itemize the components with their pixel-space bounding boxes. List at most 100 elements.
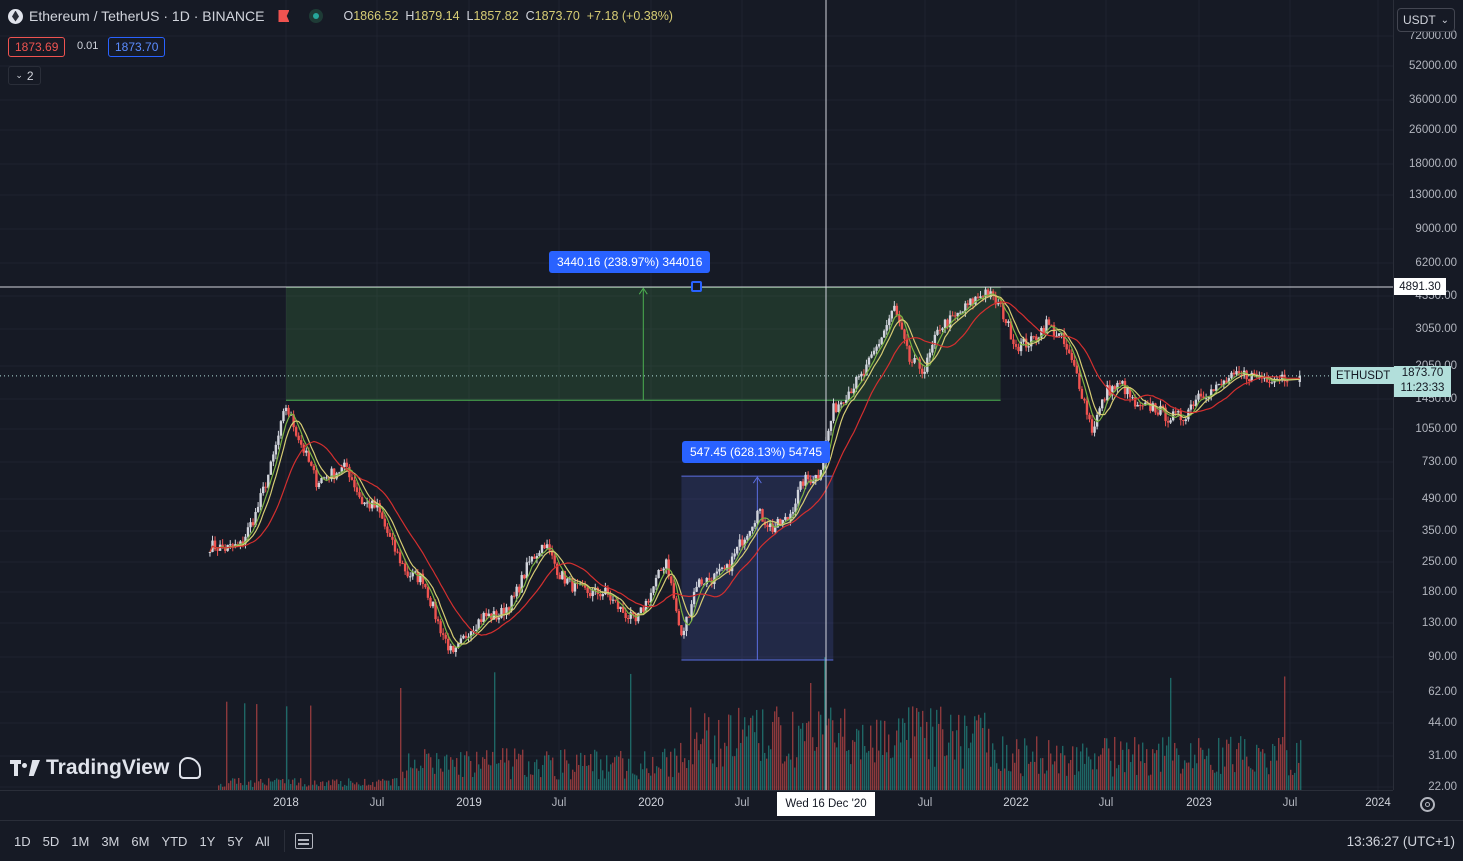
symbol-title[interactable]: Ethereum / TetherUS · 1D · BINANCE xyxy=(29,8,265,24)
candle-body xyxy=(386,526,389,533)
timeframe-5y-button[interactable]: 5Y xyxy=(227,833,244,849)
candle-body xyxy=(748,530,752,536)
volume-bar xyxy=(838,733,840,790)
volume-bar xyxy=(1138,744,1140,790)
volume-bar xyxy=(320,781,322,790)
volume-bar xyxy=(556,779,558,790)
candle-body xyxy=(284,407,288,412)
volume-bar xyxy=(1002,736,1004,790)
candle-body xyxy=(1085,400,1089,415)
candle-body xyxy=(279,421,283,436)
volume-bar xyxy=(696,732,698,790)
volume-bar xyxy=(646,768,648,790)
volume-bar xyxy=(300,778,302,790)
volume-bar xyxy=(1146,749,1148,790)
clock-timezone[interactable]: 13:36:27 (UTC+1) xyxy=(1346,833,1455,849)
price-chart[interactable] xyxy=(0,0,1393,790)
candle-body xyxy=(1230,372,1233,379)
volume-bar xyxy=(820,714,822,790)
volume-bar xyxy=(732,756,734,790)
candle-body xyxy=(424,584,427,588)
volume-bar xyxy=(982,728,984,790)
timeframe-1y-button[interactable]: 1Y xyxy=(199,833,216,849)
candle-body xyxy=(1012,339,1015,345)
candle-body xyxy=(700,579,703,585)
ask-price-button[interactable]: 1873.70 xyxy=(108,37,166,57)
volume-bar xyxy=(446,754,448,790)
bid-price-button[interactable]: 1873.69 xyxy=(8,37,66,57)
candle-body xyxy=(946,319,949,328)
candle-body xyxy=(264,486,267,488)
market-status-icon[interactable] xyxy=(309,9,324,23)
volume-bar xyxy=(994,749,996,790)
timeframe-6m-button[interactable]: 6M xyxy=(131,833,150,849)
timeframe-1m-button[interactable]: 1M xyxy=(71,833,90,849)
volume-bar xyxy=(476,751,478,790)
volume-bar xyxy=(516,759,518,790)
volume-bar xyxy=(304,784,306,790)
volume-bar xyxy=(542,764,544,790)
price-scale[interactable]: 72000.00 52000.00 36000.00 26000.00 18000.00… xyxy=(1393,0,1463,793)
volume-bar xyxy=(962,768,964,790)
volume-bar xyxy=(1096,769,1098,790)
currency-selector[interactable]: USDT ⌄ xyxy=(1397,8,1455,32)
candle-body xyxy=(459,638,463,644)
volume-bar xyxy=(1256,744,1258,790)
indicators-toggle[interactable]: ⌄ 2 xyxy=(8,66,41,85)
volume-bar xyxy=(474,772,476,790)
candle-body xyxy=(429,597,432,607)
volume-bar xyxy=(1078,771,1080,790)
candle-body xyxy=(1215,384,1218,391)
calendar-range-icon[interactable] xyxy=(294,833,313,849)
timeframe-all-button[interactable]: All xyxy=(255,833,270,849)
volume-bar xyxy=(1072,746,1074,790)
volume-bar xyxy=(1058,773,1060,790)
chart-area[interactable]: Ethereum / TetherUS · 1D · BINANCE O1866… xyxy=(0,0,1393,790)
candle-body xyxy=(1197,393,1200,400)
chart-settings-icon[interactable] xyxy=(1420,797,1435,812)
measure-tag-large[interactable]: 3440.16 (238.97%) 344016 xyxy=(549,251,711,273)
volume-bar xyxy=(1064,755,1066,790)
candle-body xyxy=(720,567,724,569)
volume-bar xyxy=(274,780,276,790)
candle-body xyxy=(500,607,503,618)
volume-bar xyxy=(394,778,396,790)
volume-bar xyxy=(808,721,810,790)
candle-body xyxy=(961,311,964,313)
measure-tag-small[interactable]: 547.45 (628.13%) 54745 xyxy=(682,441,831,463)
volume-bar xyxy=(406,770,408,790)
timeframe-5d-button[interactable]: 5D xyxy=(42,833,60,849)
candle-body xyxy=(208,551,212,553)
volume-bar xyxy=(452,759,454,790)
price-tick-label: 1050.00 xyxy=(1415,423,1457,435)
volume-bar xyxy=(648,773,650,790)
volume-bar xyxy=(834,742,836,790)
candle-body xyxy=(1083,398,1086,401)
candle-body xyxy=(416,571,420,583)
candle-body xyxy=(287,407,290,415)
volume-bar xyxy=(630,673,632,790)
candle-body xyxy=(1169,420,1172,423)
timeframe-3m-button[interactable]: 3M xyxy=(101,833,120,849)
volume-bar xyxy=(666,757,668,790)
chevron-down-icon: ⌄ xyxy=(1440,14,1449,26)
volume-bar xyxy=(410,767,412,790)
volume-bar xyxy=(1082,743,1084,790)
volume-bar xyxy=(1066,775,1068,790)
volume-bar xyxy=(618,756,620,790)
volume-bar xyxy=(578,764,580,790)
candle-body xyxy=(259,493,262,507)
timeframe-ytd-button[interactable]: YTD xyxy=(161,833,188,849)
time-scale[interactable]: 2018 Jul 2019 Jul 2020 Jul Jul 2022 Jul 2023 Jul 20… xyxy=(0,790,1435,818)
measure-handle[interactable] xyxy=(691,281,702,292)
moving-averages xyxy=(209,293,1300,649)
volume-bar xyxy=(798,725,800,790)
volume-bar xyxy=(1180,773,1182,790)
flag-icon[interactable] xyxy=(278,10,290,22)
candle-body xyxy=(735,546,739,554)
timeframe-1d-button[interactable]: 1D xyxy=(14,833,31,849)
volume-bar xyxy=(328,780,330,790)
candle-body xyxy=(1032,336,1035,338)
volume-bar xyxy=(684,758,686,790)
volume-bar xyxy=(558,779,560,790)
